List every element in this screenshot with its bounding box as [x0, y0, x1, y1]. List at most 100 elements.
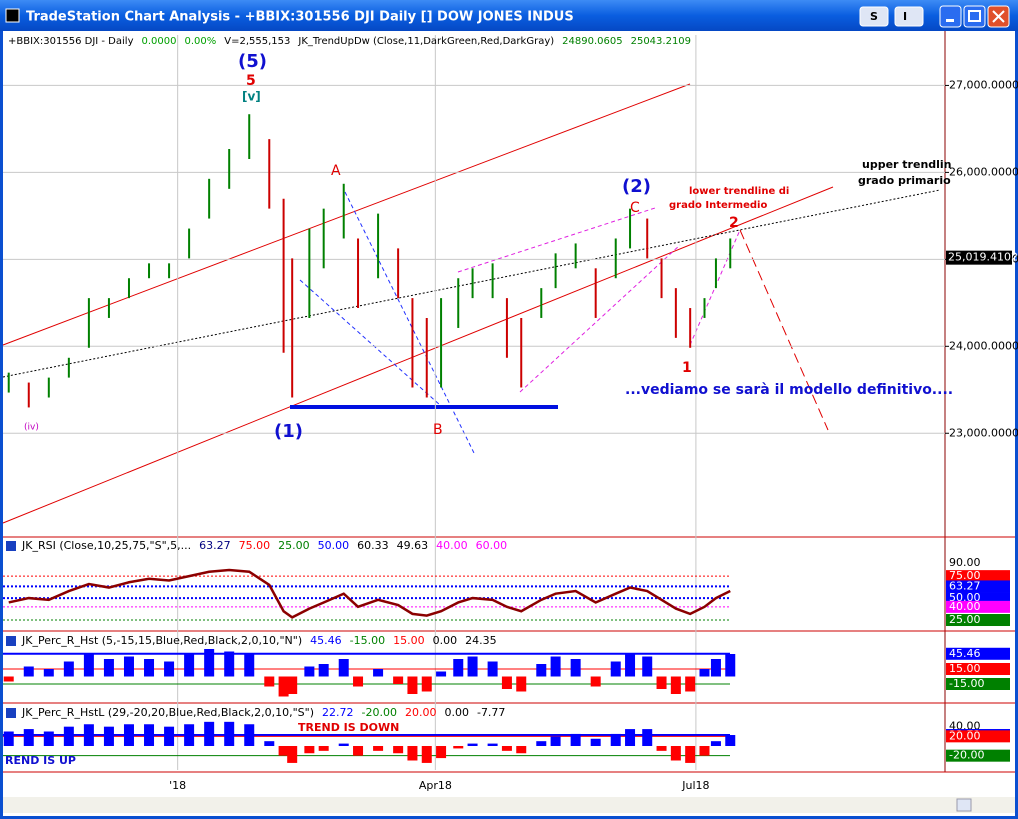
histogram-bar — [699, 669, 710, 677]
header-item: 24890.0605 — [562, 36, 622, 47]
histogram-bar — [656, 746, 667, 751]
annotation: grado primario — [858, 174, 951, 187]
histogram-bar — [244, 724, 255, 747]
y-tick-box — [946, 580, 1010, 593]
histogram-bar — [710, 659, 721, 677]
y-tick-box — [946, 614, 1010, 627]
histogram-bar — [3, 676, 14, 682]
histogram-bar — [63, 726, 74, 747]
wave-label: (5) — [238, 51, 267, 72]
histogram-bar — [353, 746, 364, 756]
wave-label: [v] — [242, 90, 261, 104]
header-item: -7.77 — [477, 706, 505, 719]
histogram-bar — [278, 746, 289, 756]
button[interactable] — [894, 6, 924, 27]
histogram-bar — [590, 738, 601, 747]
histogram-bar — [43, 731, 54, 747]
histogram-bar — [264, 741, 275, 747]
histogram-bar — [318, 664, 329, 677]
y-tick-label: -20.00 — [949, 749, 984, 762]
last-price-label: 25,019.4102 — [948, 251, 1018, 264]
histogram-bar — [725, 735, 736, 747]
histogram-bar — [224, 651, 235, 677]
histogram-bar — [23, 729, 34, 747]
histogram-bar — [144, 659, 155, 677]
y-tick-label: 75.00 — [949, 569, 981, 582]
trendline — [2, 186, 834, 524]
histogram-bar — [453, 659, 464, 677]
annotation: grado Intermedio — [669, 200, 767, 211]
y-tick-box — [946, 647, 1010, 660]
button[interactable] — [859, 6, 889, 27]
histogram-bar — [407, 746, 418, 761]
header-item: -15.00 — [350, 634, 385, 647]
wave-label: (1) — [274, 421, 303, 442]
y-tick-label: 50.00 — [949, 591, 981, 604]
header-item: 25.00 — [278, 539, 310, 552]
indicator-text: TREND IS DOWN — [298, 721, 399, 734]
y-tick-box — [946, 730, 1010, 743]
panel-icon — [6, 708, 16, 718]
x-tick-label: '18 — [169, 779, 186, 792]
marks: '18 Apr18 Jul18 +BBIX:301556 DJI - Daily 0.0… — [3, 35, 1018, 792]
y-tick-label: 25.00 — [949, 613, 981, 626]
histogram-bar — [184, 654, 195, 677]
annotation: ...vediamo se sarà il modello definitivo… — [625, 382, 953, 398]
header-item: 22.72 — [322, 706, 354, 719]
histogram-bar — [436, 746, 447, 759]
wave-label: (2) — [622, 176, 651, 197]
histogram-bar — [516, 676, 527, 692]
y-tick-box — [946, 556, 1010, 569]
minimize-button[interactable] — [939, 5, 962, 28]
header-item: 75.00 — [239, 539, 271, 552]
indicator-line — [8, 568, 731, 619]
wave-label: C — [630, 200, 640, 216]
scroll-thumb[interactable] — [956, 798, 972, 812]
histogram-bar — [501, 746, 512, 751]
histogram-bar — [625, 729, 636, 747]
wave-label: B — [433, 422, 443, 438]
histogram-bar — [373, 746, 384, 751]
histogram-bar — [3, 731, 14, 747]
header-item: 63.27 — [199, 539, 231, 552]
y-tick-label: 15.00 — [949, 662, 981, 675]
histogram-bar — [453, 746, 464, 749]
histogram-bar — [550, 736, 561, 747]
panel-header: JK_Perc_R_HstL (29,-20,20,Blue,Red,Black… — [21, 706, 505, 719]
header-item: 0.00 — [444, 706, 469, 719]
histogram-bar — [144, 724, 155, 747]
y-tick-label: 20.00 — [949, 729, 981, 742]
histogram-bar — [436, 671, 447, 677]
header-item: JK_TrendUpDw (Close,11,DarkGreen,Red,Dar… — [297, 36, 554, 47]
maximize-button[interactable] — [963, 5, 986, 28]
y-tick-label: 23,000.0000 — [949, 426, 1018, 439]
histogram-bar — [338, 743, 349, 747]
y-tick-box — [946, 570, 1010, 583]
y-tick-box — [946, 663, 1010, 675]
histogram-bar — [204, 721, 215, 747]
maximize-icon — [968, 10, 981, 22]
trendlines — [2, 83, 941, 524]
histogram-bar — [656, 676, 667, 689]
y-tick-label: 27,000.0000 — [949, 78, 1018, 91]
histogram-bar — [536, 664, 547, 677]
histogram-bar — [393, 676, 404, 684]
histogram-bar — [625, 654, 636, 677]
y-tick-label: 24,000.0000 — [949, 339, 1018, 352]
wave-label: 5 — [246, 73, 256, 89]
wave-label: A — [331, 163, 341, 179]
histogram-bar — [685, 676, 696, 692]
y-tick-label: 63.27 — [949, 579, 981, 592]
header-item: 60.33 — [357, 539, 389, 552]
y-tick-label: 90.00 — [949, 556, 981, 569]
header-item: V=2,555,153 — [224, 36, 290, 47]
histogram-bar — [287, 676, 298, 694]
histogram-bar — [421, 676, 432, 692]
scrollbar[interactable] — [3, 797, 1015, 813]
histogram-bar — [23, 666, 34, 677]
histogram-bar — [287, 746, 298, 763]
histogram-bar — [304, 746, 315, 754]
histogram-bar — [710, 741, 721, 747]
panel-icon — [6, 636, 16, 646]
